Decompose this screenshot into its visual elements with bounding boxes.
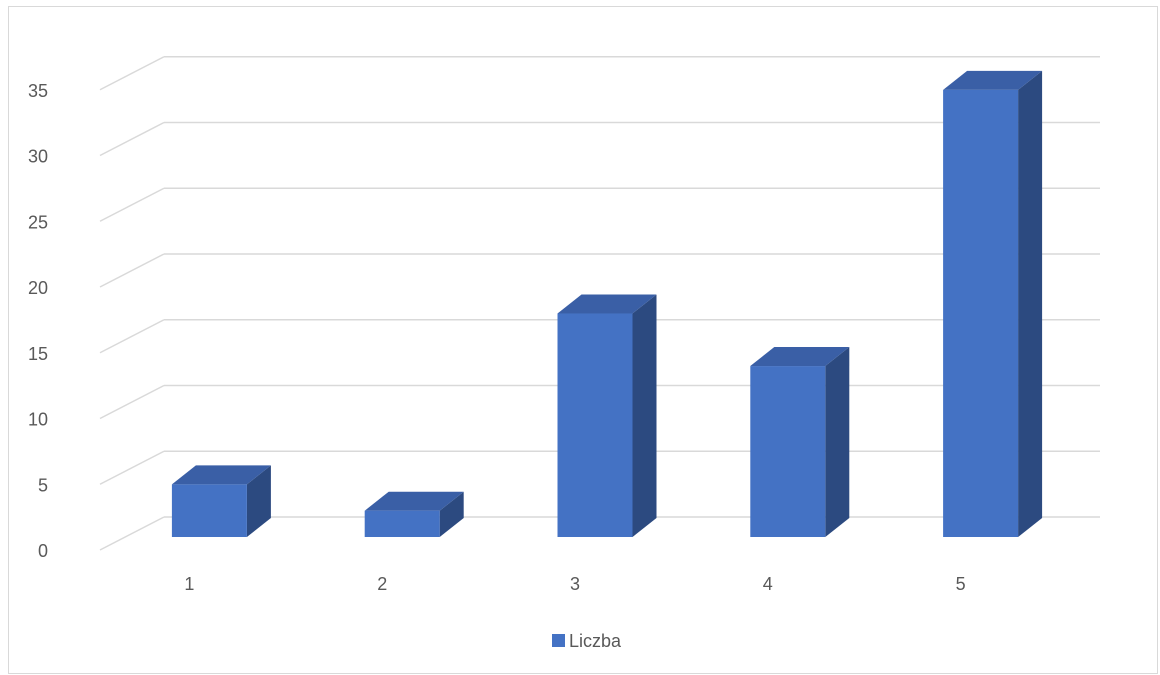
bar: [750, 347, 850, 537]
bar: [557, 294, 657, 537]
bar-top: [750, 347, 850, 367]
x-axis-ticks: 1 2 3 4 5: [184, 574, 965, 594]
y-tick-label: 20: [28, 278, 48, 298]
bar: [943, 70, 1043, 538]
y-tick-label: 5: [38, 475, 48, 495]
gridline-side: [99, 450, 165, 485]
y-tick-label: 25: [28, 212, 48, 232]
bar-front: [171, 484, 247, 537]
gridline-side: [99, 319, 165, 354]
x-tick-label: 1: [184, 574, 194, 594]
y-axis-ticks: 0 5 10 15 20 25 30 35: [28, 81, 48, 561]
y-tick-label: 10: [28, 410, 48, 430]
gridline-side: [99, 187, 165, 222]
bar-side: [246, 465, 271, 537]
y-tick-label: 15: [28, 344, 48, 364]
bar-top: [364, 491, 464, 511]
bar-front: [364, 510, 440, 537]
y-tick-label: 35: [28, 81, 48, 101]
y-tick-label: 30: [28, 147, 48, 167]
bar: [364, 491, 464, 537]
bar-top: [557, 294, 657, 314]
bar-front: [943, 89, 1019, 538]
x-tick-label: 4: [763, 574, 773, 594]
gridline-side: [99, 121, 165, 157]
bars: [171, 70, 1043, 538]
gridline-side: [99, 56, 165, 91]
bar-front: [557, 313, 633, 537]
legend-label: Liczba: [569, 631, 622, 651]
bar-side: [1018, 70, 1043, 538]
bar-side: [825, 347, 850, 537]
bar-side: [632, 294, 657, 537]
gridline-side: [99, 384, 165, 420]
gridline-side: [99, 516, 165, 551]
bar: [171, 465, 271, 537]
legend-swatch: [552, 634, 565, 647]
x-tick-label: 5: [956, 574, 966, 594]
bar-top: [943, 70, 1043, 90]
bar-side: [439, 491, 464, 537]
x-tick-label: 3: [570, 574, 580, 594]
y-tick-label: 0: [38, 541, 48, 561]
x-tick-label: 2: [377, 574, 387, 594]
bar-top: [171, 465, 271, 485]
gridline-side: [99, 253, 165, 288]
legend: Liczba: [552, 631, 622, 651]
bar-front: [750, 366, 826, 537]
